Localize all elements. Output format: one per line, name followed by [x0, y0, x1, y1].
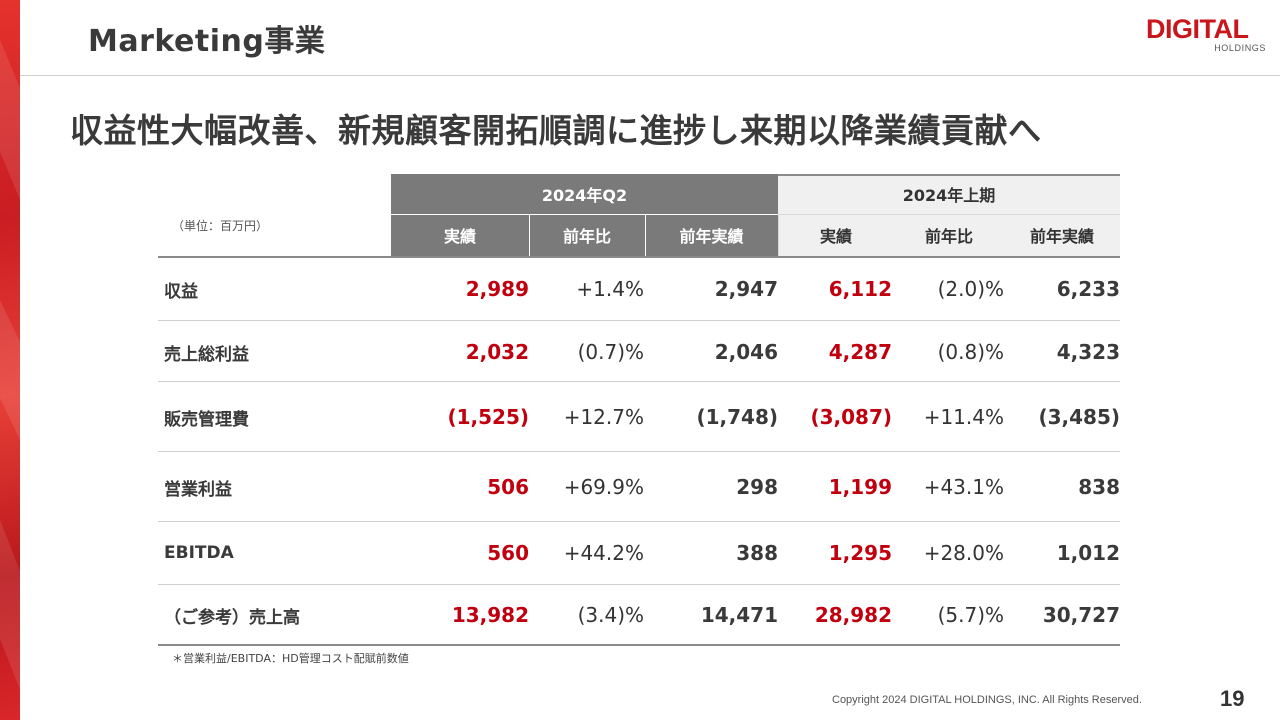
footnote: ＊営業利益/EBITDA：HD管理コスト配賦前数値 — [172, 652, 409, 665]
cell-h1-actual: 4,287 — [828, 340, 892, 364]
row-label: 売上総利益 — [164, 344, 249, 365]
subheader-h1-yoy: 前年比 — [894, 214, 1004, 256]
row-divider — [158, 584, 1120, 585]
company-logo: DIGITAL HOLDINGS — [1146, 15, 1268, 55]
cell-q2-yoy: (0.7)% — [577, 340, 644, 364]
header-col-divider — [778, 214, 779, 256]
header-divider — [20, 75, 1280, 76]
unit-note: （単位：百万円） — [172, 219, 269, 233]
header-col-divider — [645, 214, 646, 256]
cell-h1-yoy: (0.8)% — [937, 340, 1004, 364]
header-top-rule — [778, 174, 1120, 176]
cell-q2-yoy: +1.4% — [576, 277, 644, 301]
row-label: EBITDA — [164, 543, 234, 563]
table-bottom-rule — [158, 644, 1120, 646]
cell-h1-yoy: (2.0)% — [937, 277, 1004, 301]
cell-q2-yoy: +69.9% — [563, 475, 644, 499]
slide-headline: 収益性大幅改善、新規顧客開拓順調に進捗し来期以降業績貢献へ — [70, 111, 1042, 150]
cell-h1-actual: 1,199 — [828, 475, 892, 499]
cell-h1-actual: (3,087) — [810, 405, 892, 429]
cell-h1-yoy: +43.1% — [923, 475, 1004, 499]
cell-h1-prior: (3,485) — [1038, 405, 1120, 429]
subheader-q2-actual: 実績 — [391, 214, 529, 256]
cell-h1-actual: 28,982 — [814, 603, 892, 627]
cell-q2-prior: 388 — [736, 541, 778, 565]
cell-q2-prior: (1,748) — [696, 405, 778, 429]
cell-q2-actual: (1,525) — [447, 405, 529, 429]
subheader-q2-yoy: 前年比 — [529, 214, 645, 256]
cell-q2-actual: 2,032 — [465, 340, 529, 364]
row-label: 収益 — [164, 281, 198, 302]
cell-q2-prior: 2,947 — [714, 277, 778, 301]
subheader-h1-actual: 実績 — [778, 214, 894, 256]
cell-q2-yoy: (3.4)% — [577, 603, 644, 627]
row-divider — [158, 451, 1120, 452]
row-divider — [158, 381, 1120, 382]
cell-q2-actual: 506 — [487, 475, 529, 499]
cell-h1-yoy: +11.4% — [923, 405, 1004, 429]
copyright-notice: Copyright 2024 DIGITAL HOLDINGS, INC. Al… — [832, 694, 1142, 706]
cell-q2-prior: 298 — [736, 475, 778, 499]
group-header-q2: 2024年Q2 — [391, 174, 778, 214]
row-divider — [158, 320, 1120, 321]
subheader-q2-prior: 前年実績 — [645, 214, 778, 256]
cell-h1-prior: 6,233 — [1056, 277, 1120, 301]
table-row: 売上総利益 2,032 (0.7)% 2,046 4,287 (0.8)% 4,… — [158, 321, 1120, 383]
cell-h1-yoy: +28.0% — [923, 541, 1004, 565]
cell-q2-prior: 2,046 — [714, 340, 778, 364]
section-title: Marketing事業 — [88, 24, 326, 59]
cell-h1-prior: 838 — [1078, 475, 1120, 499]
cell-q2-prior: 14,471 — [700, 603, 778, 627]
cell-h1-actual: 1,295 — [828, 541, 892, 565]
left-accent-band — [0, 0, 20, 720]
table-row: EBITDA 560 +44.2% 388 1,295 +28.0% 1,012 — [158, 522, 1120, 584]
cell-q2-actual: 2,989 — [465, 277, 529, 301]
header-col-divider — [529, 214, 530, 256]
group-header-h1: 2024年上期 — [778, 174, 1120, 214]
cell-q2-yoy: +44.2% — [563, 541, 644, 565]
table-row: 販売管理費 (1,525) +12.7% (1,748) (3,087) +11… — [158, 382, 1120, 452]
cell-q2-yoy: +12.7% — [563, 405, 644, 429]
logo-subtext: HOLDINGS — [1214, 43, 1266, 53]
cell-h1-prior: 30,727 — [1042, 603, 1120, 627]
header-bottom-rule — [158, 256, 1120, 258]
row-label: （ご参考）売上高 — [164, 607, 300, 628]
cell-h1-prior: 1,012 — [1056, 541, 1120, 565]
cell-h1-yoy: (5.7)% — [937, 603, 1004, 627]
cell-h1-actual: 6,112 — [828, 277, 892, 301]
header-inner-rule — [391, 214, 778, 215]
cell-h1-prior: 4,323 — [1056, 340, 1120, 364]
cell-q2-actual: 13,982 — [451, 603, 529, 627]
table-row: 営業利益 506 +69.9% 298 1,199 +43.1% 838 — [158, 452, 1120, 522]
header-inner-rule — [778, 214, 1120, 215]
subheader-h1-prior: 前年実績 — [1004, 214, 1120, 256]
row-label: 販売管理費 — [164, 409, 249, 430]
table-row: （ご参考）売上高 13,982 (3.4)% 14,471 28,982 (5.… — [158, 585, 1120, 645]
table-row: 収益 2,989 +1.4% 2,947 6,112 (2.0)% 6,233 — [158, 258, 1120, 320]
row-divider — [158, 521, 1120, 522]
cell-q2-actual: 560 — [487, 541, 529, 565]
page-number: 19 — [1220, 686, 1245, 711]
logo-wordmark: DIGITAL — [1146, 14, 1249, 44]
row-label: 営業利益 — [164, 479, 232, 500]
